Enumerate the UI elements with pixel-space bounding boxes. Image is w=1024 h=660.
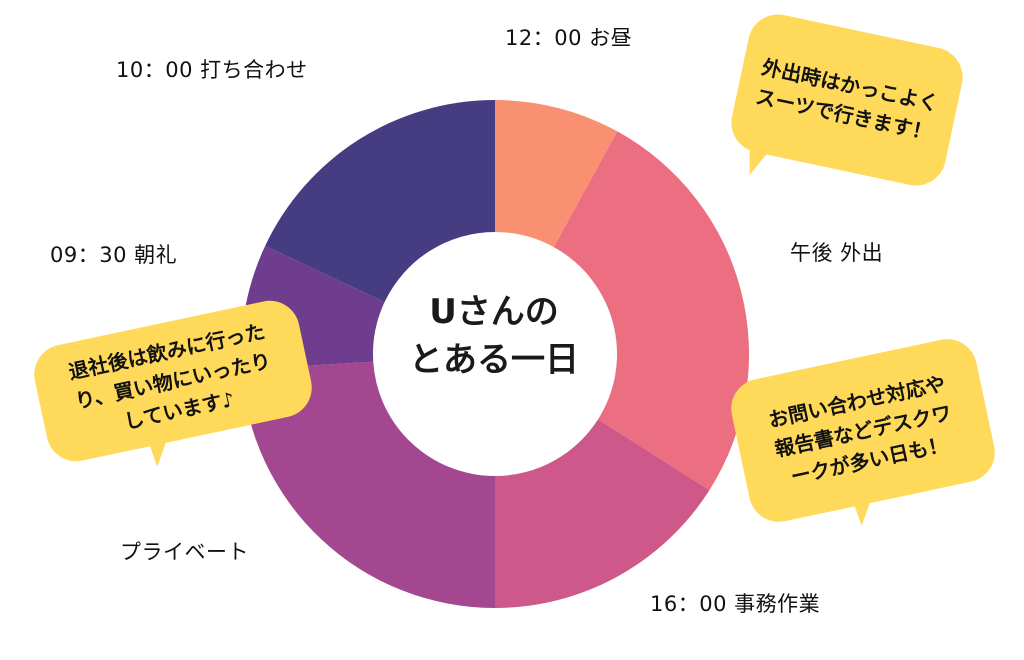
slice-label-morning-assembly: 09：30 朝礼 xyxy=(50,243,178,267)
center-title-line-1: Uさんの xyxy=(429,292,559,332)
center-title-line-2: とある一日 xyxy=(409,340,579,380)
donut-slice-0 xyxy=(495,100,618,248)
center-title: Uさんの とある一日 xyxy=(372,288,616,384)
donut-slice-2 xyxy=(495,419,710,608)
slice-label-private: プライベート xyxy=(120,540,249,564)
donut-slice-5 xyxy=(265,100,495,303)
slice-label-office-work: 16：00 事務作業 xyxy=(650,592,821,616)
slice-label-afternoon-outing: 午後 外出 xyxy=(790,241,884,265)
slice-label-meeting: 10：00 打ち合わせ xyxy=(116,58,308,82)
donut-slice-1 xyxy=(553,131,749,491)
slice-label-lunch: 12：00 お昼 xyxy=(505,26,633,50)
donut-slice-3 xyxy=(241,361,495,608)
